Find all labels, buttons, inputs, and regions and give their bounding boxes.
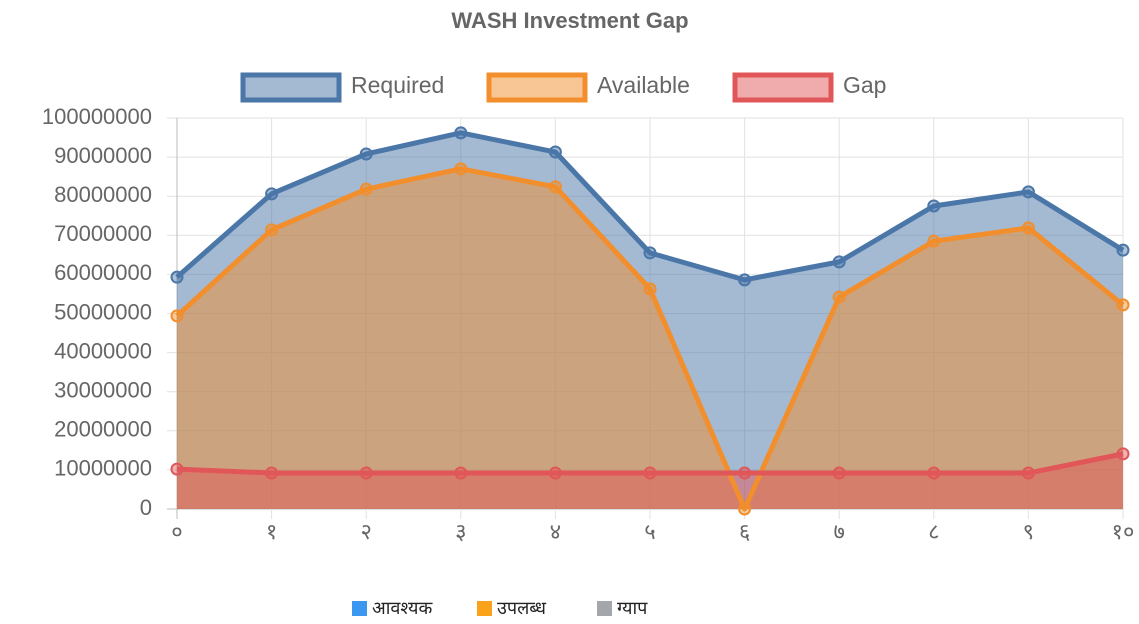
point xyxy=(454,162,468,176)
footer-swatch xyxy=(597,601,612,616)
y-tick-label: 70000000 xyxy=(54,221,152,246)
footer-label: उपलब्ध xyxy=(497,598,546,618)
line xyxy=(175,130,1125,283)
x-tick-label: ८ xyxy=(928,519,939,544)
legend-swatch xyxy=(486,72,588,103)
point xyxy=(1021,466,1035,480)
point xyxy=(170,270,184,284)
chart-title: WASH Investment Gap xyxy=(451,8,688,33)
point xyxy=(359,466,373,480)
point xyxy=(548,145,562,159)
area xyxy=(177,453,1123,509)
area xyxy=(177,168,1123,509)
x-tick-label: ५ xyxy=(644,519,655,544)
point xyxy=(1021,185,1035,199)
footer-swatch xyxy=(352,601,367,616)
x-tick-label: २ xyxy=(360,519,371,544)
y-tick-label: 40000000 xyxy=(54,338,152,363)
legend-label: Gap xyxy=(843,72,886,98)
footer-label: ग्याप xyxy=(617,598,648,618)
x-tick-label: १ xyxy=(266,519,277,544)
x-tick-label: ४ xyxy=(550,519,561,544)
y-tick-label: 50000000 xyxy=(54,299,152,324)
point xyxy=(643,246,657,260)
point xyxy=(1021,221,1035,235)
point xyxy=(454,466,468,480)
x-tick-label: ९ xyxy=(1023,519,1034,544)
point xyxy=(265,223,279,237)
line xyxy=(175,166,1125,512)
point xyxy=(927,199,941,213)
point xyxy=(359,147,373,161)
legend-label: Required xyxy=(351,72,444,98)
point xyxy=(738,466,752,480)
legend-label: Available xyxy=(597,72,690,98)
y-tick-label: 0 xyxy=(140,495,152,520)
point xyxy=(359,182,373,196)
point xyxy=(832,290,846,304)
x-tick-label: ३ xyxy=(455,519,466,544)
y-tick-label: 90000000 xyxy=(54,143,152,168)
point xyxy=(927,466,941,480)
line xyxy=(176,451,1124,476)
point xyxy=(738,273,752,287)
point xyxy=(643,282,657,296)
point xyxy=(265,187,279,201)
y-tick-label: 30000000 xyxy=(54,378,152,403)
y-tick-label: 80000000 xyxy=(54,182,152,207)
x-tick-label: ७ xyxy=(833,519,844,544)
point xyxy=(643,466,657,480)
legend-swatch xyxy=(240,72,342,103)
point xyxy=(170,462,184,476)
legend-swatch xyxy=(732,72,834,103)
x-tick-label: १० xyxy=(1112,519,1135,544)
point xyxy=(927,234,941,248)
y-tick-label: 20000000 xyxy=(54,417,152,442)
x-tick-label: ० xyxy=(171,519,182,544)
point xyxy=(1116,243,1130,257)
point xyxy=(738,502,752,516)
footer-swatch xyxy=(477,601,492,616)
point xyxy=(1116,447,1130,461)
x-tick-label: ६ xyxy=(739,519,750,544)
point xyxy=(1116,298,1130,312)
y-tick-label: 10000000 xyxy=(54,456,152,481)
point xyxy=(454,126,468,140)
y-tick-label: 60000000 xyxy=(54,260,152,285)
y-tick-label: 100000000 xyxy=(42,104,152,129)
point xyxy=(548,180,562,194)
point xyxy=(832,466,846,480)
point xyxy=(832,255,846,269)
point xyxy=(170,309,184,323)
point xyxy=(548,466,562,480)
footer-label: आवश्यक xyxy=(372,598,433,618)
point xyxy=(265,466,279,480)
